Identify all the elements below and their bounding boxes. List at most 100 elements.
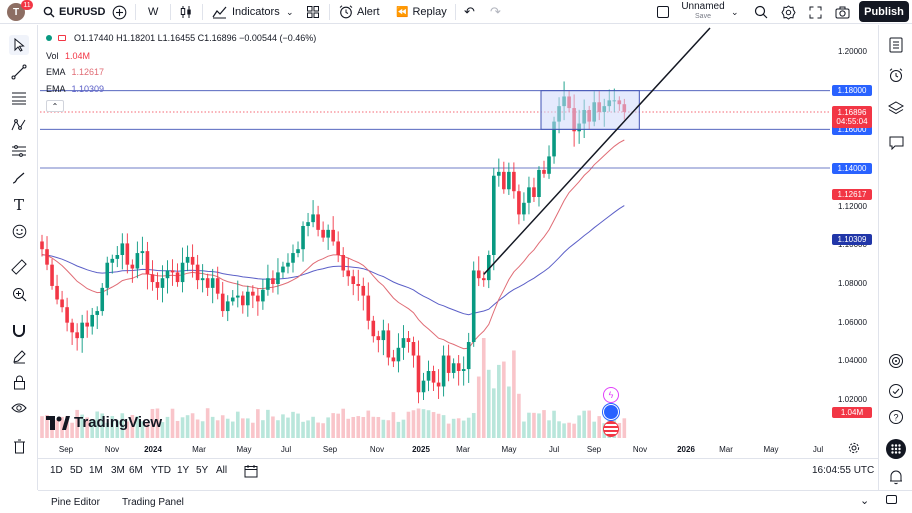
- ideas-button[interactable]: [886, 381, 906, 401]
- volume-bar: [261, 420, 265, 438]
- candle-body: [502, 171, 506, 190]
- volume-bar: [622, 418, 627, 438]
- volume-bar: [331, 413, 335, 438]
- alert-button[interactable]: Alert: [339, 0, 380, 24]
- emoji-tool[interactable]: [9, 221, 29, 241]
- volume-bar: [466, 417, 471, 438]
- fib-icon: [12, 92, 26, 105]
- tab-pine-editor[interactable]: Pine Editor: [51, 497, 100, 508]
- candle-body: [376, 336, 381, 341]
- maximize-panel-button[interactable]: [886, 495, 897, 507]
- pattern-tool[interactable]: [9, 115, 29, 135]
- object-tree-button[interactable]: [886, 98, 906, 118]
- axis-settings-button[interactable]: [848, 442, 860, 457]
- layouts-button[interactable]: [307, 0, 319, 24]
- timeframe-5y-button[interactable]: 5Y: [196, 465, 209, 476]
- indicators-dropdown[interactable]: ⌄: [286, 0, 294, 24]
- symbol-search[interactable]: EURUSD: [43, 0, 105, 24]
- ema-slow-legend[interactable]: EMA 1.10309: [46, 84, 104, 94]
- volume-legend[interactable]: Vol 1.04M: [46, 51, 90, 61]
- visibility-tool[interactable]: [9, 398, 29, 418]
- publish-button[interactable]: Publish: [859, 1, 909, 22]
- calendar-icon: [244, 465, 258, 478]
- timeframe-6m-button[interactable]: 6M: [129, 465, 143, 476]
- text-tool[interactable]: T: [9, 195, 29, 215]
- collapse-legend-button[interactable]: ⌃: [46, 100, 64, 112]
- ideas-icon: [889, 384, 903, 398]
- measure-icon: [12, 145, 26, 157]
- time-tick-label: Mar: [719, 445, 733, 454]
- indicators-button[interactable]: Indicators: [212, 0, 280, 24]
- trendline-tool[interactable]: [9, 62, 29, 82]
- volume-bar: [105, 422, 110, 438]
- trend-line[interactable]: [483, 27, 711, 275]
- redo-button[interactable]: ↷: [490, 0, 501, 24]
- remove-drawings-tool[interactable]: [9, 436, 29, 456]
- projection-tool[interactable]: [9, 141, 29, 161]
- alerts-panel-button[interactable]: [886, 65, 906, 85]
- lock-drawings-tool[interactable]: [9, 346, 29, 366]
- timeframe-all-button[interactable]: All: [216, 465, 228, 476]
- chart-type-button[interactable]: [180, 0, 192, 24]
- tab-trading-panel[interactable]: Trading Panel: [122, 497, 184, 508]
- candle-body: [507, 171, 511, 190]
- date-range-button[interactable]: [244, 464, 258, 481]
- candle-body: [251, 291, 255, 296]
- fib-tool[interactable]: [9, 88, 29, 108]
- trash-icon: [13, 439, 25, 453]
- settings-button[interactable]: [781, 0, 796, 24]
- timeframe-5d-button[interactable]: 5D: [70, 465, 83, 476]
- clock[interactable]: 16:04:55 UTC: [812, 465, 875, 476]
- magnet-tool[interactable]: [9, 320, 29, 340]
- snapshot-button[interactable]: [835, 0, 850, 24]
- collapse-panel-button[interactable]: ⌄: [860, 494, 869, 507]
- compare-button[interactable]: [112, 0, 127, 24]
- cursor-tool[interactable]: [9, 35, 29, 55]
- zoom-tool[interactable]: [9, 284, 29, 304]
- horizontal-levels[interactable]: [40, 90, 830, 169]
- volume-bar: [481, 338, 486, 438]
- apps-button[interactable]: [886, 439, 906, 459]
- candle-body: [271, 278, 275, 284]
- watchlist-button[interactable]: [886, 35, 906, 55]
- timeframe-1y-button[interactable]: 1Y: [177, 465, 190, 476]
- timeframe-ytd-button[interactable]: YTD: [151, 465, 171, 476]
- lock-edit-icon: [12, 349, 26, 363]
- quick-search-button[interactable]: [754, 0, 768, 24]
- ema-lines: [41, 139, 625, 350]
- layout-dropdown[interactable]: ⌄: [731, 0, 739, 24]
- range-box[interactable]: [540, 90, 640, 130]
- fullscreen-button[interactable]: [809, 0, 822, 24]
- timeframe-3m-button[interactable]: 3M: [111, 465, 125, 476]
- help-button[interactable]: ?: [886, 407, 906, 427]
- ema-fast-legend[interactable]: EMA 1.12617: [46, 67, 104, 77]
- chats-button[interactable]: [886, 132, 906, 152]
- ruler-tool[interactable]: [9, 257, 29, 277]
- replay-button[interactable]: ⏪ Replay: [396, 0, 447, 24]
- select-checkbox[interactable]: [657, 0, 669, 24]
- drawings[interactable]: [483, 27, 711, 275]
- eu-event-flag[interactable]: [603, 404, 619, 420]
- timeframe-1m-button[interactable]: 1M: [89, 465, 103, 476]
- candles-icon: [180, 6, 191, 18]
- screener-button[interactable]: [886, 351, 906, 371]
- volume-bar: [592, 421, 596, 438]
- emoji-icon: [12, 224, 26, 238]
- earnings-flag[interactable]: ϟ: [603, 387, 619, 403]
- timeframe-1d-button[interactable]: 1D: [50, 465, 63, 476]
- layout-name-button[interactable]: Unnamed Save: [681, 1, 725, 23]
- brush-tool[interactable]: [9, 168, 29, 188]
- us-event-flag[interactable]: [603, 421, 619, 437]
- hide-icon[interactable]: [57, 35, 66, 41]
- undo-button[interactable]: ↶: [464, 0, 475, 24]
- notifications-button[interactable]: [886, 467, 906, 487]
- lock-tool[interactable]: [9, 372, 29, 392]
- candle-body: [165, 270, 170, 279]
- candle-body: [522, 202, 526, 215]
- interval-button[interactable]: W: [148, 0, 158, 24]
- candle-body: [356, 284, 361, 286]
- user-avatar[interactable]: T: [7, 3, 25, 21]
- candle-body: [326, 229, 330, 238]
- indicators-label: Indicators: [232, 6, 280, 18]
